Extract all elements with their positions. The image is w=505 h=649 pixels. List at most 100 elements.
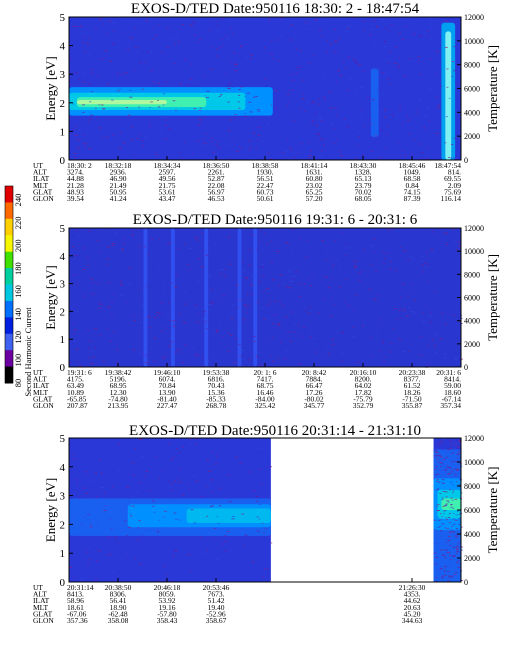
texture-speck	[292, 120, 295, 122]
texture-speck	[436, 73, 438, 75]
texture-speck	[444, 470, 447, 472]
texture-speck	[307, 313, 311, 314]
texture-speck	[168, 480, 170, 482]
y2-tick-label: 6000	[464, 506, 480, 515]
texture-speck	[170, 266, 174, 268]
texture-speck	[211, 451, 214, 453]
texture-speck	[231, 138, 233, 140]
texture-speck	[131, 496, 134, 498]
texture-speck	[81, 32, 85, 34]
texture-speck	[206, 485, 210, 486]
texture-speck	[253, 490, 256, 492]
texture-speck	[348, 25, 352, 27]
texture-speck	[456, 469, 459, 471]
texture-speck	[170, 459, 173, 461]
texture-speck	[338, 268, 341, 270]
texture-speck	[321, 150, 323, 152]
texture-speck	[362, 29, 365, 31]
texture-speck	[445, 496, 448, 498]
texture-speck	[434, 468, 436, 470]
orbit-cell: 59.00	[444, 381, 461, 390]
texture-speck	[380, 118, 382, 120]
texture-speck	[388, 83, 391, 85]
texture-speck	[453, 70, 457, 72]
orbit-row-label: ILAT	[33, 596, 50, 605]
colorbar-tick-label: 80	[13, 379, 23, 388]
y2-tick-label: 4000	[464, 530, 480, 539]
texture-speck	[198, 322, 200, 324]
texture-speck	[181, 361, 185, 363]
texture-speck	[250, 57, 253, 59]
texture-speck	[323, 298, 326, 300]
texture-speck	[249, 284, 253, 286]
texture-speck	[86, 258, 90, 260]
texture-speck	[439, 525, 441, 527]
texture-speck	[139, 563, 142, 565]
spectrogram-band	[76, 99, 167, 105]
texture-speck	[172, 324, 175, 326]
texture-speck	[227, 350, 231, 352]
texture-speck	[180, 351, 182, 353]
texture-speck	[436, 106, 440, 108]
texture-speck	[452, 507, 455, 509]
texture-speck	[153, 316, 157, 318]
texture-speck	[383, 258, 386, 260]
orbit-cell: 21.28	[67, 181, 84, 190]
texture-speck	[205, 97, 209, 98]
texture-speck	[219, 487, 222, 489]
y2-tick-label: 8000	[464, 482, 480, 491]
texture-speck	[256, 67, 258, 69]
texture-speck	[129, 96, 133, 98]
texture-speck	[96, 552, 100, 554]
texture-speck	[447, 473, 450, 475]
orbit-cell: 46.53	[208, 194, 225, 203]
texture-speck	[358, 279, 361, 281]
texture-speck	[314, 351, 317, 353]
texture-speck	[383, 116, 387, 118]
texture-speck	[76, 483, 79, 485]
texture-speck	[129, 505, 131, 507]
texture-speck	[335, 259, 338, 261]
orbit-cell: 2936.	[110, 168, 127, 177]
texture-speck	[357, 132, 360, 134]
texture-speck	[399, 105, 402, 107]
texture-speck	[225, 34, 227, 36]
texture-speck	[456, 454, 459, 455]
texture-speck	[289, 269, 293, 271]
texture-speck	[451, 439, 454, 441]
texture-speck	[263, 527, 267, 529]
texture-speck	[143, 246, 146, 248]
texture-speck	[342, 61, 345, 63]
texture-speck	[168, 128, 172, 130]
texture-speck	[150, 101, 153, 103]
texture-speck	[444, 557, 447, 559]
texture-speck	[333, 127, 336, 129]
texture-speck	[69, 566, 73, 568]
texture-speck	[201, 318, 205, 320]
texture-speck	[408, 58, 412, 60]
texture-speck	[387, 229, 390, 231]
chart-panel-2: EXOS-D/TED Date:950116 19:31: 6 - 20:31:…	[33, 212, 500, 410]
texture-speck	[253, 335, 257, 337]
texture-speck	[209, 506, 213, 508]
texture-speck	[376, 90, 379, 91]
texture-speck	[286, 140, 289, 142]
texture-speck	[166, 314, 170, 316]
texture-speck	[442, 555, 445, 557]
texture-speck	[426, 108, 430, 109]
texture-speck	[434, 474, 438, 476]
texture-speck	[126, 535, 128, 536]
texture-speck	[270, 40, 273, 42]
orbit-cell: 65.25	[306, 187, 323, 196]
texture-speck	[445, 503, 448, 505]
texture-speck	[281, 305, 285, 307]
texture-speck	[426, 36, 428, 38]
texture-speck	[246, 277, 248, 279]
texture-speck	[356, 361, 360, 363]
texture-speck	[171, 483, 174, 485]
texture-speck	[424, 262, 427, 264]
texture-speck	[309, 310, 313, 312]
texture-speck	[248, 264, 251, 266]
texture-speck	[233, 362, 237, 364]
y2-tick-label: 4000	[464, 317, 480, 326]
